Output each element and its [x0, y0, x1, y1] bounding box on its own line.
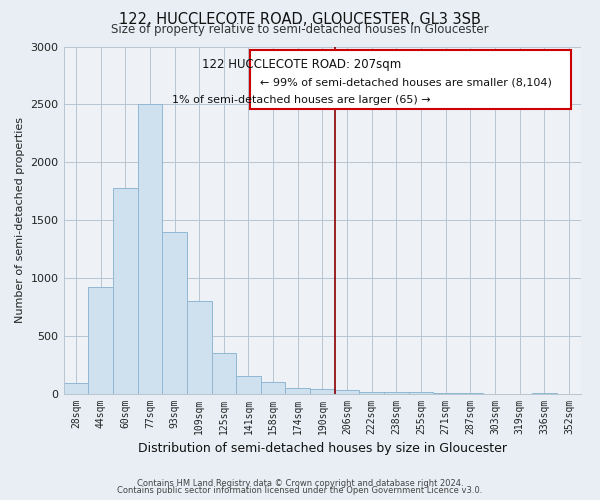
Bar — [261, 382, 286, 394]
Y-axis label: Number of semi-detached properties: Number of semi-detached properties — [15, 117, 25, 323]
Bar — [113, 188, 137, 394]
Text: 122, HUCCLECOTE ROAD, GLOUCESTER, GL3 3SB: 122, HUCCLECOTE ROAD, GLOUCESTER, GL3 3S… — [119, 12, 481, 28]
Text: Size of property relative to semi-detached houses in Gloucester: Size of property relative to semi-detach… — [111, 22, 489, 36]
Bar — [409, 392, 433, 394]
Text: ← 99% of semi-detached houses are smaller (8,104): ← 99% of semi-detached houses are smalle… — [260, 78, 552, 88]
Bar — [187, 301, 212, 394]
Bar — [532, 393, 557, 394]
Bar — [88, 287, 113, 394]
Text: 122 HUCCLECOTE ROAD: 207sqm: 122 HUCCLECOTE ROAD: 207sqm — [202, 58, 401, 71]
Bar — [359, 392, 384, 394]
Text: 1% of semi-detached houses are larger (65) →: 1% of semi-detached houses are larger (6… — [172, 95, 431, 105]
Bar — [162, 232, 187, 394]
Bar — [236, 376, 261, 394]
Bar — [335, 390, 359, 394]
FancyBboxPatch shape — [250, 50, 571, 109]
Text: Contains HM Land Registry data © Crown copyright and database right 2024.: Contains HM Land Registry data © Crown c… — [137, 478, 463, 488]
Bar — [310, 389, 335, 394]
Bar — [384, 392, 409, 394]
Bar — [286, 388, 310, 394]
Bar — [212, 353, 236, 394]
Text: Contains public sector information licensed under the Open Government Licence v3: Contains public sector information licen… — [118, 486, 482, 495]
Bar — [433, 393, 458, 394]
Bar — [64, 383, 88, 394]
Bar — [137, 104, 162, 394]
Bar — [458, 393, 483, 394]
X-axis label: Distribution of semi-detached houses by size in Gloucester: Distribution of semi-detached houses by … — [138, 442, 507, 455]
